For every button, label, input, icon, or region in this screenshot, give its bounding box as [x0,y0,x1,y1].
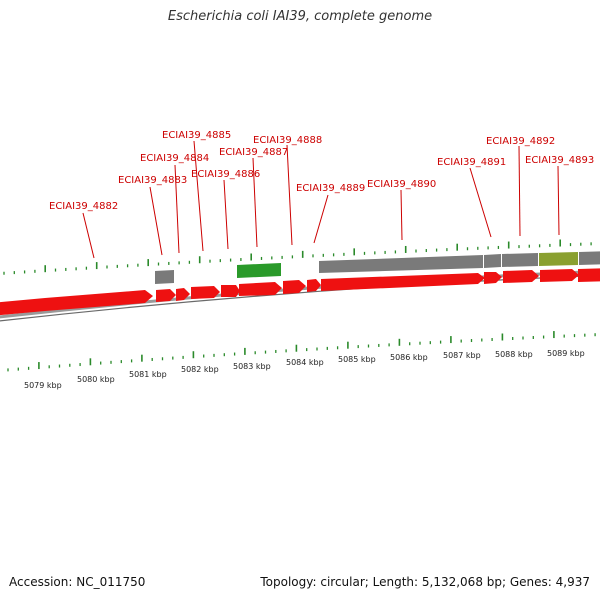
cds-track [0,268,600,316]
scale-label: 5086 kbp [390,353,428,362]
leader-line [223,179,229,250]
cds-arrow[interactable] [540,269,579,282]
leader-line [469,167,492,238]
gene-label-4892[interactable]: ECIAI39_4892 [486,136,555,147]
leader-line [286,144,293,246]
leader-line [252,157,258,248]
scale-label: 5080 kbp [77,375,115,384]
gene-label-4890[interactable]: ECIAI39_4890 [367,179,436,190]
gene-label-4882[interactable]: ECIAI39_4882 [49,201,118,212]
cds-arrow[interactable] [176,288,190,301]
scale-label: 5087 kbp [443,351,481,360]
gene-label-4883[interactable]: ECIAI39_4883 [118,175,187,186]
gene-label-4889[interactable]: ECIAI39_4889 [296,183,365,194]
cds-arrow[interactable] [484,272,502,284]
leader-line [313,194,329,244]
upper-gc-ticks [3,239,592,275]
cds-arrow[interactable] [283,280,306,294]
cds-arrow[interactable] [0,298,45,316]
cds-arrow[interactable] [578,268,600,282]
gene-label-4893[interactable]: ECIAI39_4893 [525,155,594,166]
cds-arrow[interactable] [239,282,282,296]
scale-label: 5082 kbp [181,365,219,374]
genome-summary-text: Topology: circular; Length: 5,132,068 bp… [260,575,590,589]
scale-label: 5085 kbp [338,355,376,364]
gray-feature-end[interactable] [579,251,600,265]
lower-scale-ticks [7,331,596,372]
leader-line [557,165,560,236]
gene-label-4887[interactable]: ECIAI39_4887 [219,147,288,158]
gene-label-4886[interactable]: ECIAI39_4886 [191,169,260,180]
gray-feature[interactable] [155,270,174,284]
scale-label: 5084 kbp [286,358,324,367]
leader-line [149,186,163,256]
scale-label: 5081 kbp [129,370,167,379]
gene-label-4884[interactable]: ECIAI39_4884 [140,153,209,164]
scale-labels: 5079 kbp 5080 kbp 5081 kbp 5082 kbp 5083… [24,349,585,390]
cds-arrow[interactable] [45,290,153,311]
cds-arrow[interactable] [307,279,321,292]
feature-track [155,251,600,284]
scale-label: 5088 kbp [495,350,533,359]
scale-label: 5079 kbp [24,381,62,390]
accession-text: Accession: NC_011750 [9,575,146,589]
gene-label-4891[interactable]: ECIAI39_4891 [437,157,506,168]
olive-feature[interactable] [539,252,578,266]
cds-arrow[interactable] [503,270,539,283]
gene-label-4888[interactable]: ECIAI39_4888 [253,135,322,146]
leader-line [82,212,95,259]
gray-feature-long[interactable] [319,255,483,273]
gray-feature-mid[interactable] [502,253,538,267]
gray-feature-short[interactable] [484,254,501,268]
cds-arrow[interactable] [191,286,220,299]
leader-line [193,140,204,252]
green-feature[interactable] [237,263,281,278]
cds-arrow[interactable] [221,285,240,297]
scale-label: 5089 kbp [547,349,585,358]
cds-arrow[interactable] [321,273,485,291]
scale-label: 5083 kbp [233,362,271,371]
leader-line [518,145,521,237]
leader-line [174,164,180,254]
map-title: Escherichia coli IAI39, complete genome [167,9,433,24]
gene-labels: ECIAI39_4882 ECIAI39_4883 ECIAI39_4884 E… [49,130,594,259]
gene-label-4885[interactable]: ECIAI39_4885 [162,130,231,141]
leader-line [400,189,403,241]
cds-arrow[interactable] [156,289,176,302]
